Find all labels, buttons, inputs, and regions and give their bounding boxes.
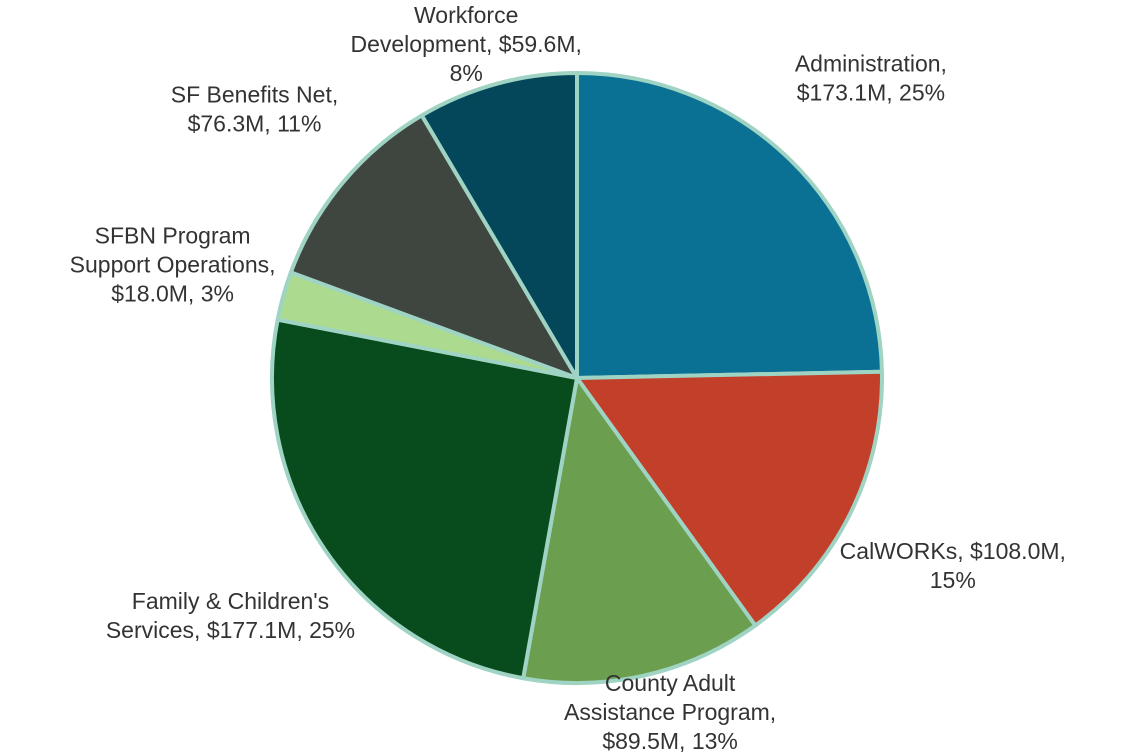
slice-label-workforce-development: Workforce Development, $59.6M, 8% — [350, 2, 581, 86]
pie-slice-family-children-s-services — [270, 317, 579, 681]
slice-label-line: 8% — [450, 60, 483, 86]
slice-label-line: Support Operations, — [70, 252, 276, 278]
pie-slice-calworks — [575, 369, 884, 628]
slice-label-line: Administration, — [795, 51, 947, 77]
pie-slice-workforce-development — [419, 71, 579, 380]
slice-label-line: $173.1M, 25% — [797, 80, 945, 106]
pie-labels: Administration, $173.1M, 25% CalWORKs, $10… — [70, 2, 1066, 754]
pie-slice-administration — [575, 71, 884, 380]
slice-label-line: $18.0M, 3% — [111, 281, 234, 307]
slice-label-county-adult-assistance-program: County Adult Assistance Program, $89.5M, 1… — [564, 670, 776, 754]
slice-label-line: Services, $177.1M, 25% — [106, 617, 355, 643]
slice-label-line: $76.3M, 11% — [188, 110, 322, 136]
slice-label-line: Development, $59.6M, — [350, 31, 581, 57]
pie-slice-county-adult-assistance-program — [521, 376, 758, 685]
slice-label-line: Assistance Program, — [564, 699, 776, 725]
slice-label-line: CalWORKs, $108.0M, — [840, 538, 1066, 564]
slice-label-line: Family & Children's — [132, 588, 329, 614]
slice-label-calworks: CalWORKs, $108.0M, 15% — [840, 538, 1066, 593]
slice-label-family-children-s-services: Family & Children's Services, $177.1M, 25… — [106, 588, 355, 643]
slice-label-sf-benefits-net: SF Benefits Net, $76.3M, 11% — [171, 81, 338, 136]
slice-label-line: $89.5M, 13% — [602, 728, 738, 754]
slice-label-line: 15% — [930, 567, 976, 593]
slice-label-sfbn-program-support-operations: SFBN Program Support Operations, $18.0M, 3… — [70, 223, 276, 307]
slice-label-line: SFBN Program — [95, 223, 251, 249]
slice-label-administration: Administration, $173.1M, 25% — [795, 51, 947, 106]
pie-slice-sf-benefits-net — [288, 113, 579, 380]
pie-slices — [270, 71, 884, 685]
slice-label-line: County Adult — [605, 670, 736, 696]
slice-label-line: Workforce — [414, 2, 518, 28]
slice-label-line: SF Benefits Net, — [171, 81, 338, 107]
